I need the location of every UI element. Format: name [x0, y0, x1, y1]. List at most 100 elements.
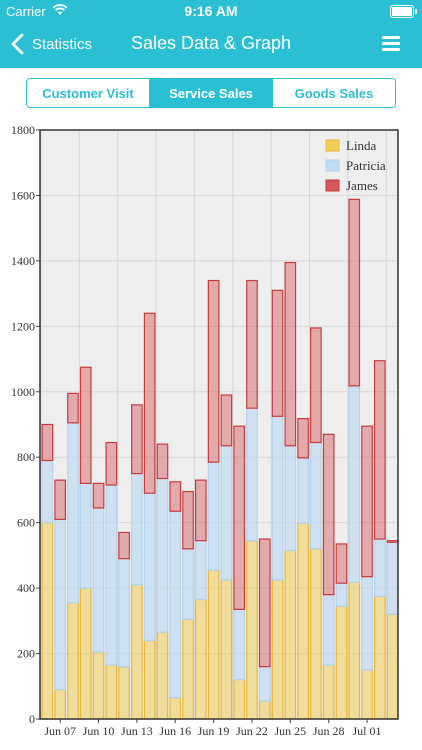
bar-patricia	[297, 457, 309, 524]
bar-patricia	[143, 492, 156, 642]
x-tick-label: Jun 25	[274, 724, 306, 738]
x-tick-label: Jun 07	[44, 724, 76, 738]
bar-patricia	[348, 385, 361, 583]
wifi-icon	[52, 3, 68, 20]
bar-linda	[361, 669, 373, 720]
bar-linda	[54, 688, 67, 720]
bar-james	[105, 441, 118, 486]
bar-linda	[284, 549, 297, 720]
bar-linda	[207, 569, 220, 720]
bar-linda	[373, 595, 386, 720]
bar-james	[67, 392, 79, 424]
bar-linda	[233, 679, 246, 720]
nav-header: Carrier 9:16 AM Statistics Sales Data & …	[0, 0, 422, 68]
bar-patricia	[373, 538, 386, 597]
tab-goods-sales[interactable]: Goods Sales	[272, 79, 395, 107]
bar-patricia	[271, 415, 284, 581]
bar-patricia	[79, 482, 92, 589]
y-tick-label: 1000	[11, 385, 35, 399]
bar-linda	[310, 548, 322, 720]
bar-linda	[105, 664, 118, 720]
bar-patricia	[54, 518, 67, 691]
bar-linda	[169, 697, 182, 720]
y-tick-label: 1800	[11, 123, 35, 137]
bar-james	[348, 198, 361, 387]
legend-swatch-james	[325, 179, 340, 192]
bar-patricia	[92, 507, 105, 653]
bar-patricia	[194, 540, 207, 601]
bar-linda	[297, 522, 309, 720]
bar-james	[131, 404, 143, 475]
chevron-left-icon	[11, 33, 24, 55]
sales-chart: 0 200 400 600 800 1000 1200 1400 1600 1800 Jun 07 J…	[11, 123, 399, 738]
carrier-label: Carrier	[6, 4, 46, 19]
plot-frame	[39, 129, 399, 720]
x-tick-label: Jun 19	[198, 724, 230, 738]
status-time: 9:16 AM	[184, 3, 238, 19]
bar-patricia	[41, 459, 54, 524]
bar-james	[310, 327, 322, 444]
bar-james	[361, 425, 373, 578]
menu-icon[interactable]	[382, 36, 400, 52]
bar-patricia	[386, 541, 399, 615]
y-tick-label: 800	[17, 450, 35, 464]
bar-james	[373, 360, 386, 540]
bar-linda	[41, 522, 54, 720]
bar-patricia	[284, 445, 297, 552]
bar-james	[284, 261, 297, 447]
bar-patricia	[131, 472, 143, 586]
bar-linda	[246, 540, 258, 720]
bar-james	[92, 482, 105, 509]
bar-patricia	[322, 594, 335, 666]
bar-linda	[156, 631, 169, 720]
x-tick-label: Jun 22	[236, 724, 268, 738]
bar-linda	[335, 605, 348, 720]
bar-james	[220, 394, 233, 447]
y-tick-label: 600	[17, 516, 35, 530]
bar-james	[322, 433, 335, 596]
bar-james	[297, 418, 309, 459]
bar-linda	[258, 700, 271, 720]
bar-linda	[92, 651, 105, 720]
bar-james	[233, 425, 246, 610]
bar-patricia	[67, 422, 79, 604]
bar-linda	[143, 639, 156, 720]
x-tick-label: Jun 16	[159, 724, 191, 738]
bar-james	[143, 312, 156, 494]
back-button[interactable]: Statistics	[8, 32, 92, 56]
back-label: Statistics	[32, 35, 93, 53]
bar-james	[271, 289, 284, 417]
bar-james	[258, 538, 271, 668]
bar-patricia	[310, 441, 322, 550]
y-tick-label: 400	[17, 581, 35, 595]
bar-patricia	[156, 477, 169, 633]
y-tick-label: 1200	[11, 319, 35, 333]
battery-icon	[390, 5, 417, 18]
legend-swatch-linda	[325, 139, 340, 152]
bar-patricia	[233, 608, 246, 681]
page-title: Sales Data & Graph	[130, 33, 292, 53]
bar-patricia	[220, 445, 233, 581]
bar-patricia	[246, 407, 258, 542]
bar-patricia	[207, 461, 220, 571]
tab-service-sales[interactable]: Service Sales	[149, 79, 272, 107]
y-tick-label: 1400	[11, 254, 35, 268]
bar-linda	[220, 579, 233, 720]
legend-label-linda: Linda	[346, 138, 377, 153]
bar-linda	[386, 613, 399, 720]
bar-patricia	[258, 666, 271, 702]
y-tick-label: 200	[17, 647, 35, 661]
status-bar: Carrier 9:16 AM	[0, 0, 422, 22]
tab-customer-visit[interactable]: Customer Visit	[27, 79, 149, 107]
bar-linda	[322, 664, 335, 720]
bar-linda	[271, 579, 284, 720]
bar-james	[246, 279, 258, 409]
x-tick-label: Jul 01	[353, 724, 382, 738]
bar-linda	[182, 618, 194, 720]
bar-linda	[118, 666, 130, 720]
bar-james	[41, 423, 54, 462]
legend-swatch-patricia	[325, 159, 340, 172]
bar-james	[182, 490, 194, 550]
bar-james	[169, 481, 182, 512]
bar-linda	[131, 584, 143, 720]
